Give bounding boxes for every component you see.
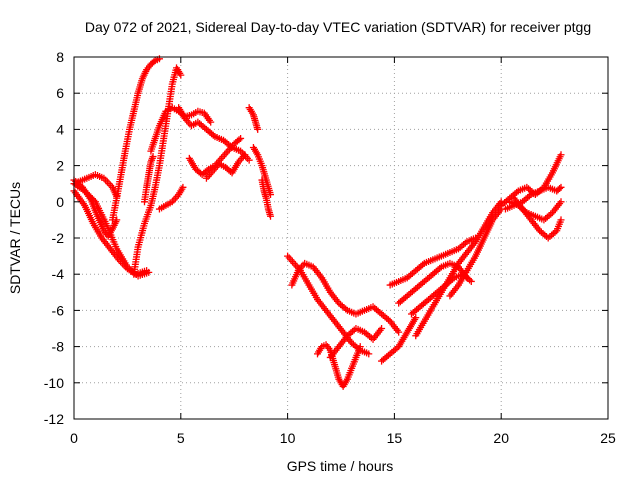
series-8 [155, 183, 187, 213]
series-6 [130, 64, 185, 278]
series-7 [140, 153, 157, 206]
x-tick-label: 10 [280, 430, 296, 446]
data-point [395, 328, 403, 336]
data-point [155, 55, 163, 63]
data-point [557, 183, 565, 191]
x-tick-label: 0 [70, 430, 78, 446]
series-14 [249, 144, 275, 199]
data-point [378, 325, 386, 332]
y-axis-label: SDTVAR / TECUs [7, 182, 23, 294]
data-point [556, 185, 564, 193]
y-tick-label: -10 [44, 375, 64, 391]
data-point [150, 58, 158, 66]
data-point [245, 156, 253, 164]
series-15 [258, 176, 275, 220]
data-point [241, 151, 249, 159]
x-axis-label: GPS time / hours [287, 458, 394, 474]
series-25 [446, 205, 505, 300]
y-tick-label: 2 [56, 158, 64, 174]
x-tick-label: 15 [387, 430, 403, 446]
series-5 [108, 55, 163, 224]
chart-title: Day 072 of 2021, Sidereal Day-to-day VTE… [85, 19, 591, 35]
data-point [267, 212, 275, 220]
series-17 [288, 259, 403, 336]
y-tick-label: -12 [44, 411, 64, 427]
x-tick-label: 20 [493, 430, 509, 446]
series-12 [202, 151, 249, 182]
y-tick-label: 0 [56, 194, 64, 210]
y-tick-label: -2 [52, 230, 65, 246]
grid-lines [74, 57, 608, 419]
x-tick-label: 5 [177, 430, 185, 446]
data-point [207, 118, 215, 126]
data-point [412, 314, 420, 322]
series-18 [314, 341, 364, 390]
x-tick-label: 25 [600, 430, 616, 446]
series-21 [386, 234, 480, 289]
data-point [203, 167, 211, 175]
data-point [237, 134, 245, 142]
data-point [179, 183, 187, 191]
series-26 [497, 151, 565, 209]
data-point [254, 125, 262, 133]
data-point [557, 151, 565, 159]
y-tick-label: 6 [56, 85, 64, 101]
data-point [467, 277, 475, 285]
y-tick-label: -4 [52, 266, 65, 282]
series-4 [74, 171, 121, 200]
y-tick-label: -6 [52, 302, 65, 318]
data-series [70, 55, 565, 390]
data-point [557, 198, 565, 206]
data-point [365, 350, 373, 358]
data-point [557, 216, 565, 224]
series-13 [245, 104, 262, 133]
y-tick-label: 4 [56, 121, 64, 137]
y-tick-label: -8 [52, 339, 65, 355]
series-29 [510, 194, 565, 242]
series-24 [412, 198, 505, 340]
series-20 [378, 314, 420, 365]
data-point [235, 136, 243, 144]
data-point [143, 267, 151, 275]
data-point [149, 153, 157, 161]
series-19 [326, 325, 386, 361]
data-point [356, 343, 364, 351]
y-tick-label: 8 [56, 49, 64, 65]
axis-ticks: 0 5 10 15 20 25 -12 -10 -8 -6 -4 -2 0 2 4 6 8 [44, 49, 616, 446]
data-point [177, 71, 185, 79]
